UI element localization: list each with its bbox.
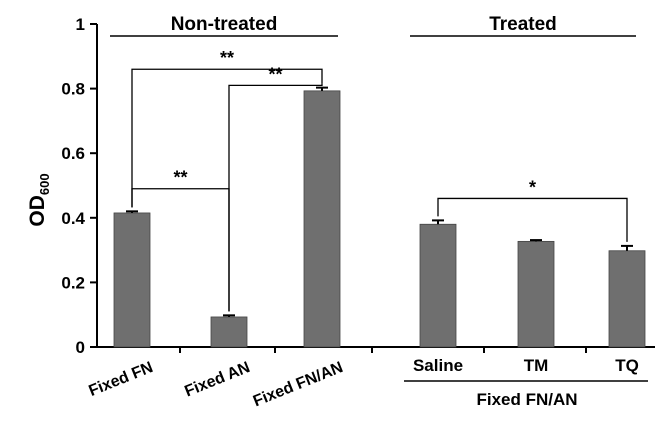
y-ticks: 0 0.2 0.4 0.6 0.8 1 [61, 15, 97, 357]
significance-label-2: ** [268, 64, 282, 84]
x-tick-label-3: Saline [413, 356, 463, 375]
bar-2 [303, 90, 341, 348]
significance-brackets: ******* [131, 48, 628, 312]
x-tick-label-4: TM [524, 356, 549, 375]
significance-bracket-3 [437, 197, 628, 242]
y-tick-label-0: 0 [76, 338, 85, 357]
bar-5 [608, 250, 646, 348]
y-tick-label-4: 0.8 [61, 80, 85, 99]
x-tick-label-2: Fixed FN/AN [251, 359, 346, 410]
bar-0 [113, 212, 151, 348]
significance-bracket-1 [131, 68, 323, 208]
x-tick-label-5: TQ [615, 356, 639, 375]
significance-label-3: * [529, 177, 536, 197]
error-bars [126, 86, 633, 317]
significance-label-1: ** [220, 48, 234, 68]
significance-label-0: ** [173, 168, 187, 188]
group-labels: Non-treated Treated [110, 14, 636, 37]
bar-3 [419, 223, 457, 348]
y-tick-label-1: 0.2 [61, 273, 85, 292]
y-tick-label-2: 0.4 [61, 209, 85, 228]
y-axis-label: OD600 [26, 173, 52, 226]
bar-1 [210, 316, 248, 348]
group-label-1: Treated [489, 14, 557, 35]
bars [113, 90, 646, 348]
y-tick-label-3: 0.6 [61, 144, 85, 163]
group-label-0: Non-treated [171, 14, 278, 35]
x-tick-label-0: Fixed FN [86, 359, 155, 400]
significance-bracket-2 [228, 83, 323, 312]
axes [96, 24, 655, 353]
y-axis-label-main: OD [26, 195, 49, 227]
subgroup-label: Fixed FN/AN [476, 390, 577, 409]
y-axis-label-sub: 600 [37, 173, 52, 195]
bar-4 [517, 240, 555, 348]
x-tick-label-1: Fixed AN [182, 359, 252, 401]
y-tick-label-5: 1 [76, 15, 85, 34]
